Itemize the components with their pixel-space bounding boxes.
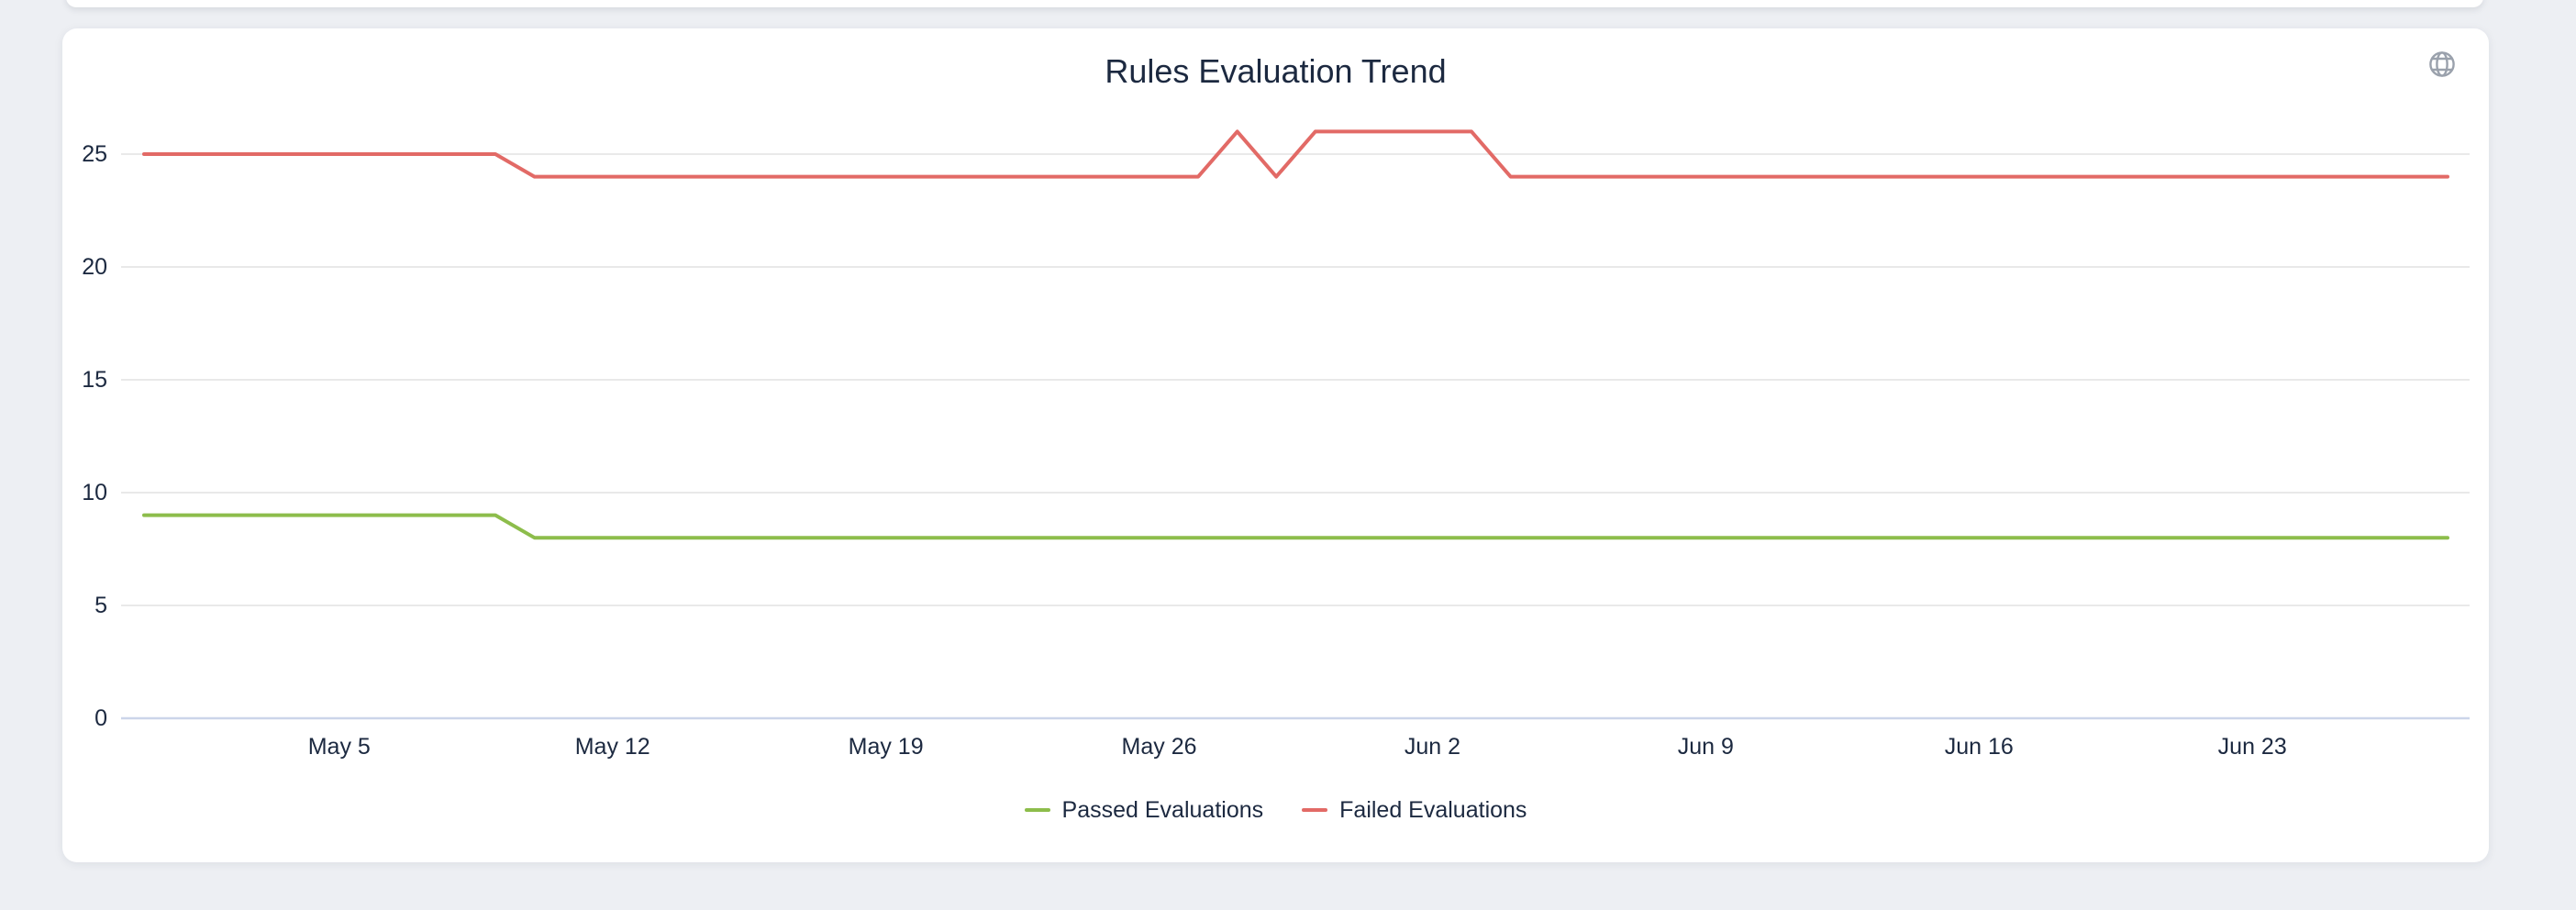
x-axis-label: Jun 16 <box>1945 734 2014 760</box>
series-line-failed-evaluations <box>142 129 2449 179</box>
y-axis-label: 15 <box>82 367 107 393</box>
y-axis-label: 25 <box>82 141 107 167</box>
y-axis-label: 10 <box>82 480 107 505</box>
series-line-passed-evaluations <box>142 513 2449 540</box>
x-axis-label: Jun 9 <box>1678 734 1734 760</box>
x-axis-label: Jun 2 <box>1405 734 1460 760</box>
legend-item-passed[interactable]: Passed Evaluations <box>1024 796 1264 824</box>
failed-series-swatch <box>1302 808 1328 812</box>
x-axis-label: May 12 <box>575 734 650 760</box>
x-axis-label: May 26 <box>1122 734 1197 760</box>
chart-card: 0 5 10 15 20 25 May 5 May 12 May 19 May 26 Jun 2 Ju… <box>62 28 2489 862</box>
trend-chart[interactable]: 0 5 10 15 20 25 May 5 May 12 May 19 May 26 Jun 2 Ju… <box>62 28 2489 862</box>
chart-title: Rules Evaluation Trend <box>1105 52 1447 90</box>
globe-button[interactable] <box>2424 46 2460 83</box>
x-axis-label: May 19 <box>849 734 924 760</box>
x-axis-label: Jun 23 <box>2218 734 2287 760</box>
x-axis-label: May 5 <box>308 734 371 760</box>
y-axis-label: 20 <box>82 254 107 280</box>
legend-label-failed: Failed Evaluations <box>1339 797 1527 823</box>
chart-legend: Passed Evaluations Failed Evaluations <box>62 796 2489 824</box>
y-axis-label: 0 <box>94 705 107 731</box>
globe-icon <box>2429 51 2455 77</box>
passed-series-swatch <box>1024 808 1050 812</box>
legend-label-passed: Passed Evaluations <box>1061 797 1264 823</box>
previous-card-bottom-edge <box>66 0 2483 7</box>
legend-item-failed[interactable]: Failed Evaluations <box>1302 796 1527 824</box>
y-axis-label: 5 <box>94 593 107 618</box>
